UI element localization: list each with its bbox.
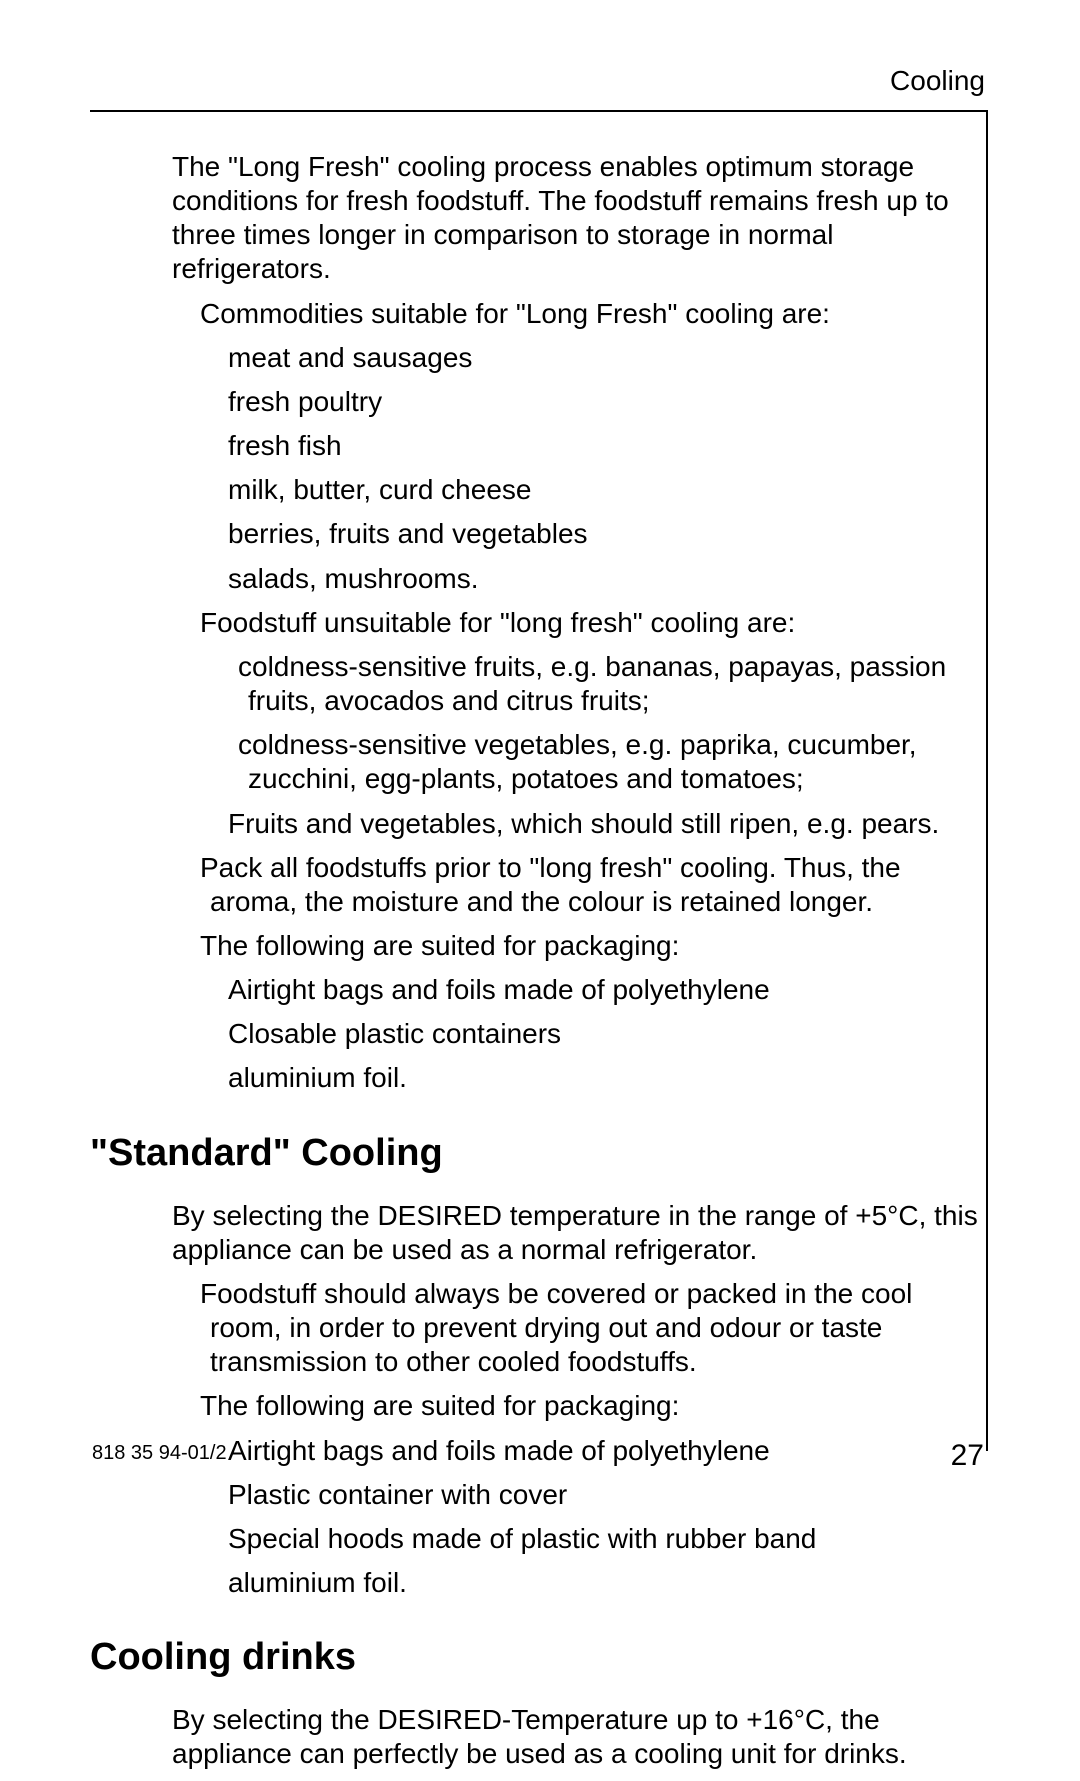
list-item: Plastic container with cover	[228, 1478, 985, 1512]
list-item: fresh fish	[228, 429, 985, 463]
list-item: milk, butter, curd cheese	[228, 473, 985, 507]
header-rule	[90, 110, 988, 112]
list-item: Closable plastic containers	[228, 1017, 985, 1051]
longfresh-pack-note: Pack all foodstuffs prior to "long fresh…	[200, 851, 985, 919]
list-item: meat and sausages	[228, 341, 985, 375]
list-item: salads, mushrooms.	[228, 562, 985, 596]
list-item: Airtight bags and foils made of polyethy…	[228, 973, 985, 1007]
list-item: fresh poultry	[228, 385, 985, 419]
list-item: aluminium foil.	[228, 1061, 985, 1095]
page: Cooling The "Long Fresh" cooling process…	[0, 0, 1080, 1529]
longfresh-intro: The "Long Fresh" cooling process enables…	[172, 150, 985, 287]
list-item: Special hoods made of plastic with rubbe…	[228, 1522, 985, 1556]
page-number: 27	[951, 1439, 984, 1473]
standard-packaging-intro: The following are suited for packaging:	[200, 1389, 985, 1423]
longfresh-suitable-intro: Commodities suitable for "Long Fresh" co…	[200, 297, 985, 331]
standard-intro: By selecting the DESIRED temperature in …	[172, 1199, 985, 1267]
standard-cooling-heading: "Standard" Cooling	[90, 1132, 985, 1175]
list-item: coldness-sensitive fruits, e.g. bananas,…	[238, 650, 985, 718]
longfresh-section: The "Long Fresh" cooling process enables…	[172, 150, 985, 1096]
doc-reference: 818 35 94-01/2	[92, 1442, 227, 1465]
cooling-drinks-heading: Cooling drinks	[90, 1636, 985, 1679]
list-item: coldness-sensitive vegetables, e.g. papr…	[238, 728, 985, 796]
list-item: aluminium foil.	[228, 1566, 985, 1600]
right-margin-rule	[986, 110, 988, 1451]
drinks-intro: By selecting the DESIRED-Temperature up …	[172, 1703, 985, 1771]
content-area: The "Long Fresh" cooling process enables…	[90, 150, 985, 1781]
header-section-label: Cooling	[890, 65, 985, 97]
standard-section: By selecting the DESIRED temperature in …	[172, 1199, 985, 1601]
list-item: berries, fruits and vegetables	[228, 517, 985, 551]
longfresh-packaging-intro: The following are suited for packaging:	[200, 929, 985, 963]
longfresh-unsuitable-intro: Foodstuff unsuitable for "long fresh" co…	[200, 606, 985, 640]
list-item: Fruits and vegetables, which should stil…	[228, 807, 985, 841]
standard-cover-note: Foodstuff should always be covered or pa…	[200, 1277, 985, 1379]
list-item: Airtight bags and foils made of polyethy…	[228, 1434, 985, 1468]
drinks-section: By selecting the DESIRED-Temperature up …	[172, 1703, 985, 1771]
